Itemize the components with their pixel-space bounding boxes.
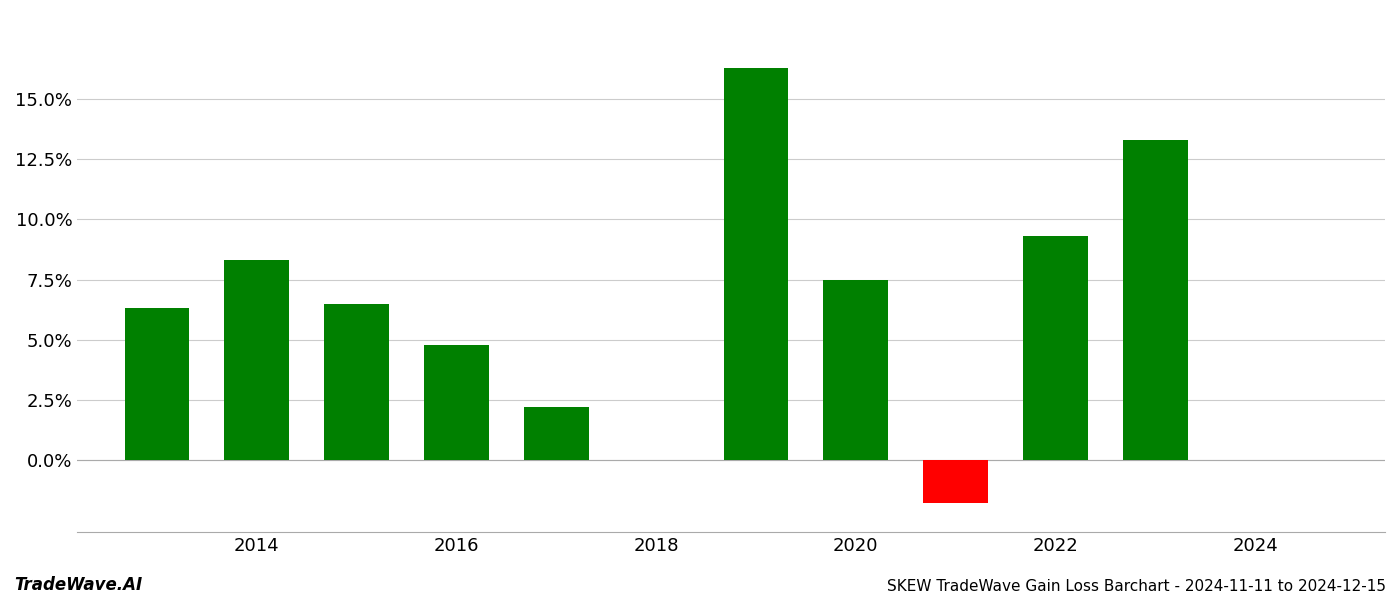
Text: TradeWave.AI: TradeWave.AI — [14, 576, 143, 594]
Bar — [424, 344, 489, 460]
Bar — [823, 280, 889, 460]
Bar — [224, 260, 290, 460]
Bar — [1023, 236, 1088, 460]
Bar — [1123, 140, 1187, 460]
Text: SKEW TradeWave Gain Loss Barchart - 2024-11-11 to 2024-12-15: SKEW TradeWave Gain Loss Barchart - 2024… — [888, 579, 1386, 594]
Bar — [724, 68, 788, 460]
Bar — [923, 460, 988, 503]
Bar — [325, 304, 389, 460]
Bar — [524, 407, 589, 460]
Bar — [125, 308, 189, 460]
